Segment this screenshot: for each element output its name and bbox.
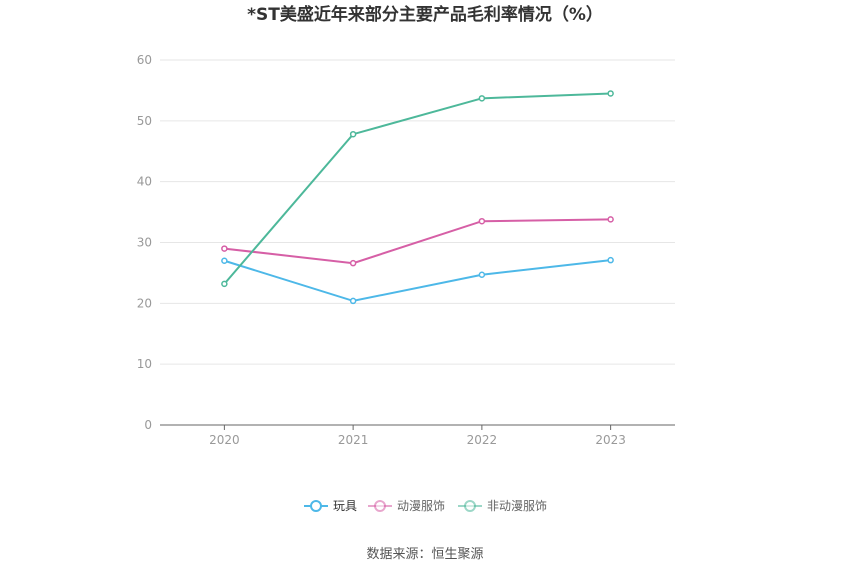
- data-point[interactable]: [607, 216, 614, 223]
- series-line: [224, 218, 611, 265]
- y-tick-label: 10: [137, 357, 152, 371]
- y-tick-label: 0: [144, 418, 152, 432]
- legend-marker-icon: [310, 500, 322, 512]
- series-1: [221, 256, 614, 305]
- data-point[interactable]: [478, 95, 486, 102]
- x-tick-label: 2021: [338, 433, 369, 447]
- legend-label: 动漫服饰: [397, 499, 445, 513]
- data-point[interactable]: [478, 217, 486, 225]
- y-tick-label: 40: [137, 175, 152, 189]
- data-point[interactable]: [349, 259, 357, 267]
- data-point[interactable]: [478, 271, 486, 278]
- x-tick-label: 2022: [467, 433, 498, 447]
- legend-label: 非动漫服饰: [487, 499, 547, 513]
- legend-item-3[interactable]: 非动漫服饰: [458, 499, 547, 513]
- series-group: [221, 90, 614, 305]
- data-point[interactable]: [221, 245, 228, 252]
- data-point[interactable]: [221, 257, 228, 264]
- legend-marker-icon: [464, 500, 476, 512]
- y-tick-label: 50: [137, 114, 152, 128]
- data-source: 数据来源：恒生聚源: [366, 547, 483, 562]
- legend[interactable]: 玩具 动漫服饰 非动漫服饰: [304, 499, 547, 513]
- legend-marker-icon: [374, 500, 386, 512]
- legend-item-2[interactable]: 动漫服饰: [368, 499, 445, 513]
- y-tick-label: 30: [137, 236, 152, 250]
- series-line: [223, 92, 611, 285]
- data-point[interactable]: [349, 297, 357, 305]
- series-2: [221, 216, 614, 267]
- gridlines: [160, 59, 675, 365]
- data-point[interactable]: [607, 256, 614, 264]
- x-axis: 2020 2021 2022 2023: [160, 424, 675, 447]
- data-point[interactable]: [349, 130, 357, 138]
- y-tick-label: 60: [137, 53, 152, 67]
- x-tick-label: 2020: [209, 433, 240, 447]
- y-axis: 0 10 20 30 40 50 60: [137, 53, 152, 432]
- series-line: [224, 259, 611, 302]
- legend-label: 玩具: [333, 499, 357, 513]
- y-tick-label: 20: [137, 296, 152, 310]
- x-tick-label: 2023: [595, 433, 626, 447]
- data-point[interactable]: [607, 90, 614, 97]
- chart-title: *ST美盛近年来部分主要产品毛利率情况（%）: [247, 4, 603, 25]
- legend-item-1[interactable]: 玩具: [304, 499, 357, 513]
- data-point[interactable]: [221, 280, 228, 288]
- series-3: [221, 90, 614, 288]
